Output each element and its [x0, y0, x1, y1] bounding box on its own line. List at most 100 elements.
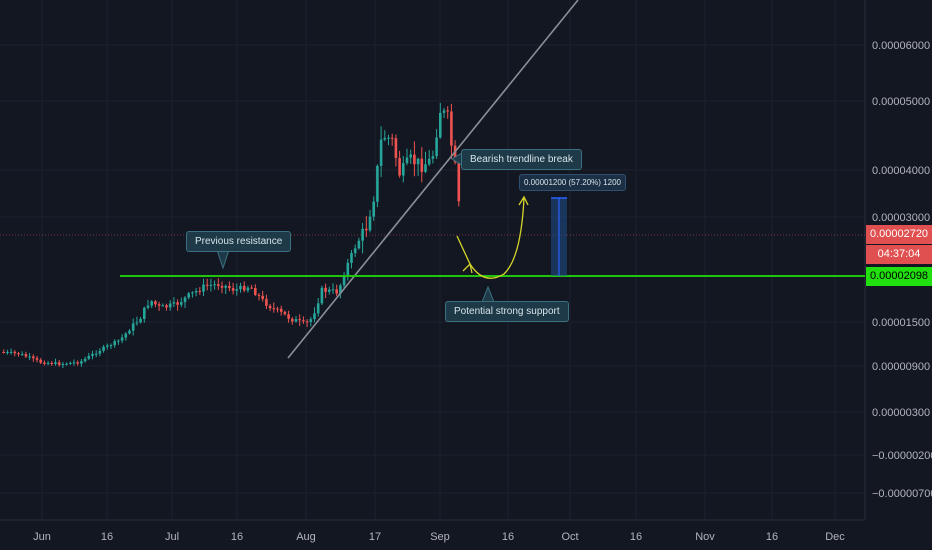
candle-body: [6, 351, 9, 353]
candle-body: [28, 356, 31, 358]
candle-body: [331, 289, 335, 291]
candle-body: [172, 302, 176, 304]
candles: [2, 102, 461, 369]
measurement-label[interactable]: 0.00001200 (57.20%) 1200: [519, 174, 626, 191]
candle-body: [35, 358, 39, 360]
price-tick-label: −0.00000700: [872, 488, 932, 500]
curve-arrow-start: [462, 262, 473, 274]
candle-body: [65, 363, 68, 365]
candle-body: [387, 137, 390, 139]
candle-body: [279, 308, 283, 312]
candle-body: [139, 318, 142, 323]
time-tick-label: 16: [630, 531, 642, 543]
candle-body: [298, 319, 301, 321]
price-tick-label: 0.00001500: [872, 317, 930, 329]
candle-body: [76, 362, 79, 364]
projection-curve[interactable]: [456, 197, 525, 279]
candle-body: [324, 287, 327, 292]
candle-body: [39, 359, 42, 363]
candle-body: [128, 330, 131, 334]
callout-potential-support[interactable]: Potential strong support: [445, 301, 569, 322]
time-tick-label: 16: [766, 531, 778, 543]
callout-previous-resistance[interactable]: Previous resistance: [186, 231, 292, 252]
candle-body: [235, 289, 239, 291]
candle-body: [224, 285, 227, 288]
time-tick-label: Aug: [296, 531, 316, 543]
candle-body: [54, 362, 57, 364]
candle-body: [398, 158, 401, 176]
time-axis[interactable]: Jun 16 Jul 16 Aug 17 Sep 16 Oct 16 Nov 16 Dec: [33, 531, 845, 543]
candle-body: [453, 145, 457, 163]
time-tick-label: 16: [231, 531, 243, 543]
candle-body: [320, 287, 324, 304]
candle-body: [165, 305, 168, 308]
candle-body: [91, 353, 94, 356]
callout-pointer-resistance: [216, 249, 230, 270]
time-tick-label: Sep: [430, 531, 450, 543]
candle-body: [83, 358, 87, 362]
candle-body: [131, 323, 135, 331]
candle-body: [328, 289, 331, 292]
candle-body: [261, 295, 264, 299]
candle-body: [202, 284, 205, 292]
time-tick-label: 16: [502, 531, 514, 543]
candle-body: [416, 158, 420, 165]
price-tick-label: 0.00003000: [872, 212, 930, 224]
candle-body: [239, 285, 242, 290]
price-tick-label: 0.00000300: [872, 407, 930, 419]
price-tick-label: 0.00006000: [872, 40, 930, 52]
candle-body: [272, 308, 276, 310]
candle-body: [161, 305, 165, 307]
candle-body: [268, 305, 272, 309]
candle-body: [187, 293, 190, 298]
candle-body: [220, 285, 224, 288]
candle-body: [250, 287, 253, 289]
candle-body: [265, 298, 268, 306]
callout-bearish-trendline-break[interactable]: Bearish trendline break: [461, 149, 582, 170]
candle-body: [194, 290, 198, 293]
candle-body: [409, 154, 412, 158]
last-price-tag: 0.00002720: [866, 225, 932, 244]
candle-body: [405, 157, 409, 164]
price-tick-label: 0.00004000: [872, 165, 930, 177]
candle-body: [2, 352, 5, 353]
candle-body: [254, 288, 257, 295]
candle-body: [98, 350, 102, 354]
candle-body: [205, 284, 209, 286]
candle-body: [231, 288, 235, 291]
candle-body: [305, 321, 309, 323]
price-tick-label: 0.00005000: [872, 96, 930, 108]
candle-body: [106, 345, 109, 347]
candle-body: [390, 137, 394, 139]
candle-body: [94, 353, 98, 355]
candle-body: [57, 362, 61, 366]
candle-body: [291, 318, 294, 322]
candle-body: [413, 154, 416, 165]
candle-body: [257, 294, 261, 296]
candle-body: [339, 285, 342, 294]
time-tick-label: 16: [101, 531, 113, 543]
candle-body: [368, 216, 372, 231]
time-tick-label: 17: [369, 531, 381, 543]
candle-body: [228, 285, 231, 289]
candle-body: [157, 304, 161, 306]
candle-body: [176, 302, 179, 305]
price-axis[interactable]: 0.00006000 0.00005000 0.00004000 0.00003000…: [872, 40, 932, 500]
candle-body: [372, 201, 375, 217]
candle-body: [87, 355, 91, 359]
candle-body: [143, 307, 146, 319]
candle-body: [246, 287, 250, 291]
curve-arrow-end: [518, 195, 529, 206]
candle-body: [302, 320, 305, 322]
candle-body: [450, 111, 453, 146]
candle-body: [424, 164, 427, 172]
candle-body: [209, 284, 213, 286]
trend-line[interactable]: [287, 0, 579, 359]
candle-body: [383, 137, 387, 140]
time-tick-label: Jun: [33, 531, 51, 543]
candle-body: [394, 138, 398, 159]
candle-body: [102, 346, 105, 351]
time-tick-label: Jul: [165, 531, 179, 543]
candle-body: [283, 311, 287, 315]
